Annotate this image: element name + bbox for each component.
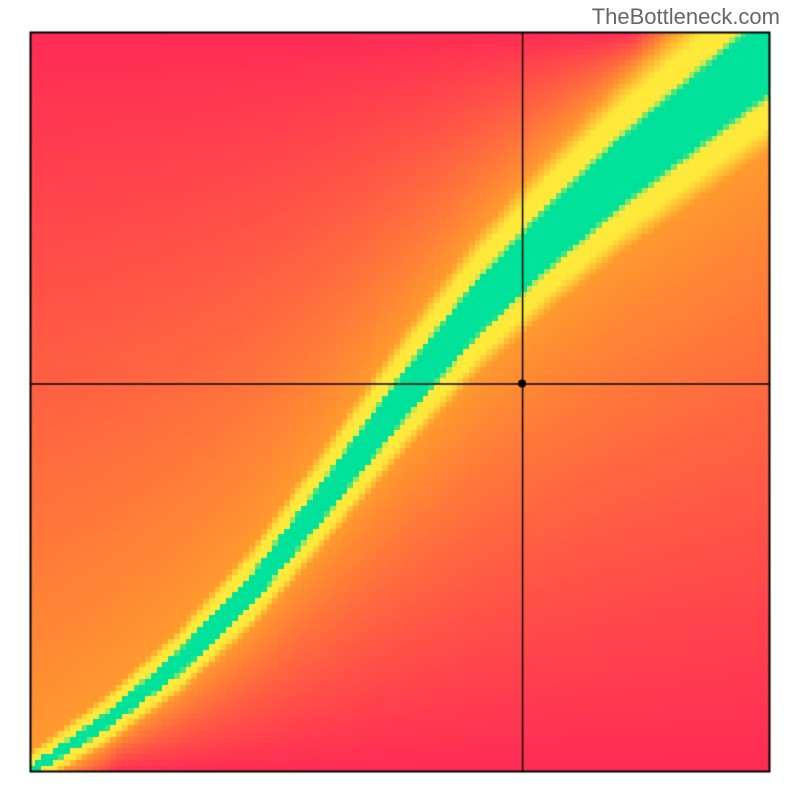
chart-container: TheBottleneck.com bbox=[0, 0, 800, 800]
crosshair-overlay bbox=[0, 0, 800, 800]
watermark-text: TheBottleneck.com bbox=[592, 4, 780, 30]
